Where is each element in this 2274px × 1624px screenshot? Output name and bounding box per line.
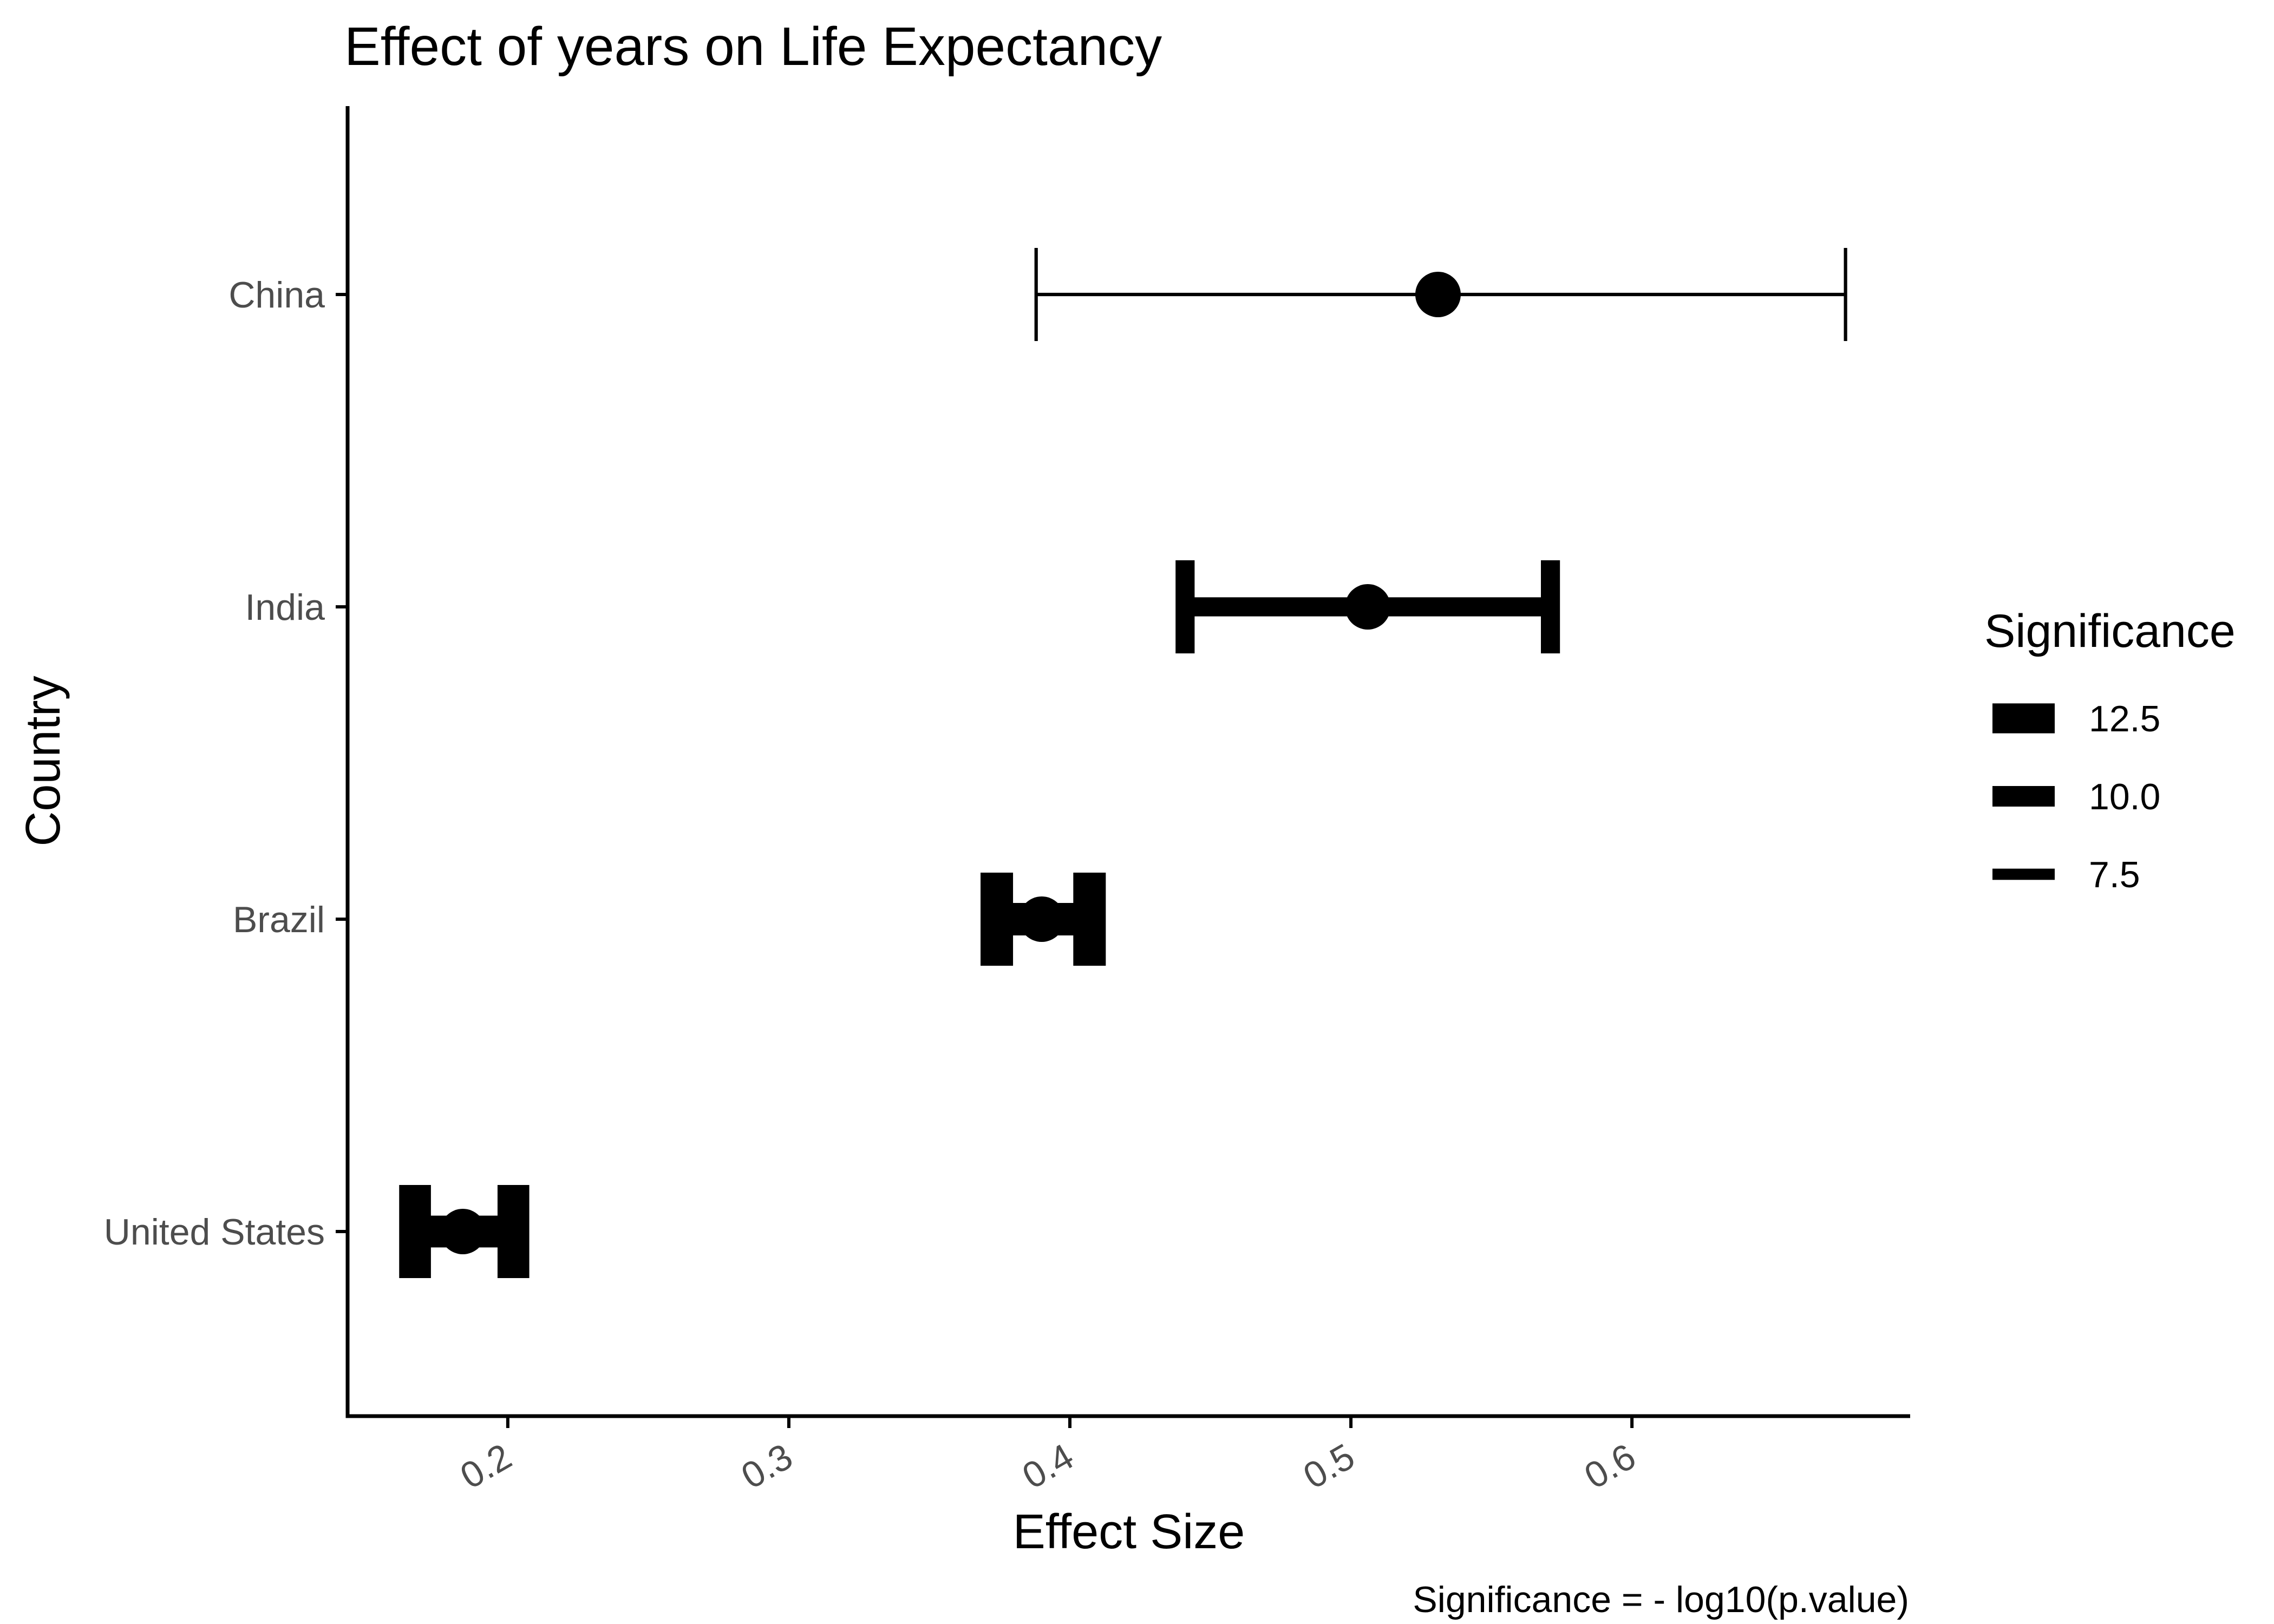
chart-title: Effect of years on Life Expectancy <box>344 16 1162 77</box>
y-tick-label: Brazil <box>233 899 325 940</box>
y-axis-title: Country <box>16 676 70 846</box>
data-point <box>1019 896 1065 942</box>
x-tick-label: 0.5 <box>1297 1436 1362 1497</box>
error-bar-brazil <box>981 873 1106 966</box>
x-tick-label: 0.3 <box>735 1436 800 1497</box>
error-bar-united-states <box>399 1185 530 1278</box>
legend-label: 10.0 <box>2089 776 2160 817</box>
y-tick-label: India <box>245 587 325 628</box>
error-bar-china <box>1034 248 1847 341</box>
y-tick-label: China <box>228 274 325 316</box>
legend-title: Significance <box>1984 605 2236 657</box>
y-axis-ticks: United States Brazil India China <box>104 274 348 1253</box>
x-tick-label: 0.4 <box>1016 1436 1081 1497</box>
x-axis-ticks: 0.2 0.3 0.4 0.5 0.6 <box>454 1416 1643 1497</box>
x-tick-label: 0.2 <box>454 1436 519 1497</box>
data-point <box>1345 584 1391 630</box>
legend-label: 12.5 <box>2089 698 2160 739</box>
data-point <box>1415 272 1461 317</box>
data-point <box>440 1209 486 1254</box>
legend: Significance 12.5 10.0 7.5 <box>1984 605 2236 895</box>
y-tick-label: United States <box>104 1212 325 1253</box>
caption: Significance = - log10(p.value) <box>1413 1579 1909 1620</box>
x-axis-title: Effect Size <box>1013 1505 1245 1559</box>
x-tick-label: 0.6 <box>1578 1436 1643 1497</box>
legend-label: 7.5 <box>2089 854 2140 895</box>
plot-area <box>399 248 1847 1278</box>
error-bar-india <box>1175 560 1560 653</box>
